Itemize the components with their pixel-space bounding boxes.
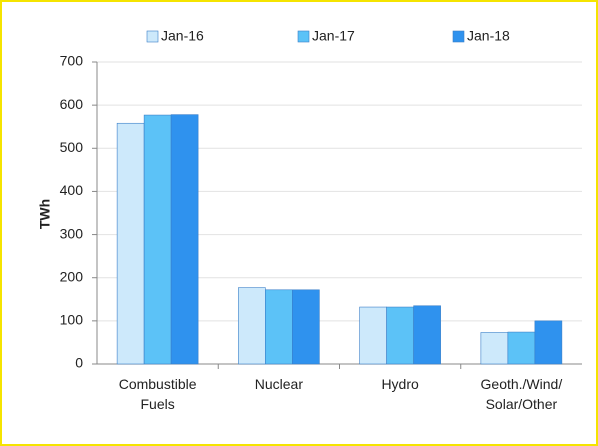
y-tick-label: 100 [60, 312, 84, 328]
x-tick-label: Nuclear [254, 376, 303, 392]
bar [359, 306, 387, 365]
legend-swatch [146, 30, 159, 43]
y-tick-label: 600 [60, 96, 84, 112]
bar [170, 114, 199, 365]
bar [238, 287, 266, 365]
bar [143, 114, 172, 365]
y-tick-label: 700 [60, 53, 84, 69]
bar [413, 305, 441, 365]
y-axis-label: TWh [37, 199, 53, 229]
bar [534, 320, 563, 365]
legend-swatch [297, 30, 310, 43]
y-tick-label: 400 [60, 182, 84, 198]
bar [507, 331, 536, 365]
x-tick-label: Combustible Fuels [118, 376, 197, 412]
x-tick-label: Geoth./Wind/ Solar/Other [480, 376, 563, 412]
legend-swatch [452, 30, 465, 43]
y-tick-label: 200 [60, 268, 84, 284]
y-tick-label: 0 [75, 355, 83, 371]
legend-label: Jan-16 [161, 28, 204, 44]
x-tick-label: Hydro [381, 376, 419, 392]
bar [116, 122, 145, 365]
y-tick-label: 300 [60, 225, 84, 241]
y-tick-label: 500 [60, 139, 84, 155]
bar [292, 289, 320, 365]
bar [480, 332, 509, 365]
bar [386, 306, 414, 365]
legend-label: Jan-17 [312, 28, 355, 44]
bar [265, 289, 293, 365]
legend-label: Jan-18 [467, 28, 510, 44]
